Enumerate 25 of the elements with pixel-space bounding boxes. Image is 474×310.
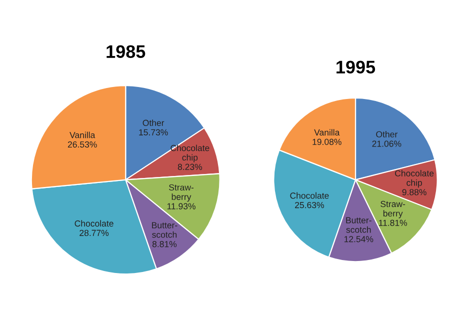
data-label: 8.81%: [152, 241, 177, 248]
data-label: 26.53%: [68, 141, 97, 148]
slice-label: Vanilla: [314, 129, 340, 136]
slice-label: Vanilla: [70, 132, 96, 138]
slice-label: Chocolate chip: [395, 170, 434, 188]
data-label: 12.54%: [344, 236, 374, 242]
slice-label: Straw- berry: [169, 184, 194, 202]
data-label: 28.77%: [80, 230, 109, 236]
data-label: 11.93%: [167, 203, 196, 210]
slice-label: Chocolate: [290, 192, 329, 199]
slice-label: Other: [142, 120, 164, 126]
slice-label: Butter- scotch: [152, 222, 178, 238]
slice-label: Other: [376, 130, 398, 138]
slice-label: Straw- berry: [380, 200, 406, 218]
slice-label: Chocolate: [74, 220, 114, 227]
data-label: 11.81%: [378, 220, 408, 226]
data-label: 19.08%: [312, 138, 342, 145]
data-label: 8.23%: [178, 164, 202, 170]
data-label: 15.73%: [139, 129, 168, 136]
data-label: 21.06%: [372, 140, 402, 147]
chart-title: 1985: [106, 45, 146, 58]
chart-title: 1995: [336, 60, 376, 74]
data-label: 9.88%: [402, 189, 426, 196]
data-label: 25.63%: [295, 202, 324, 208]
slice-label: Butter- scotch: [346, 217, 372, 233]
